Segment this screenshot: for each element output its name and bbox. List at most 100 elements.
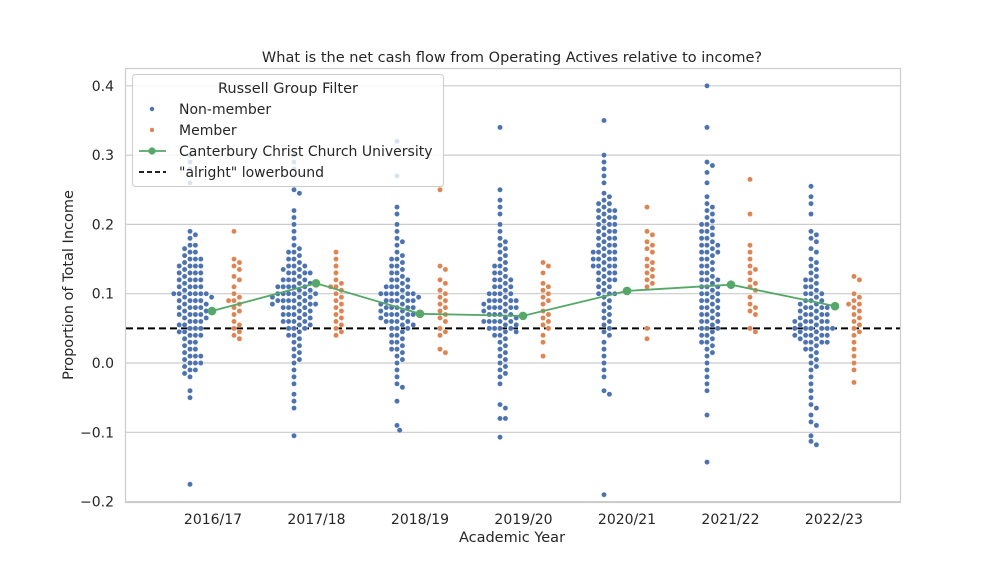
non-member-point [698, 325, 705, 332]
legend-non-member-label: Non-member [179, 102, 271, 118]
non-member-point [813, 315, 820, 321]
non-member-point [808, 325, 814, 332]
y-axis-ticks: −0.2 −0.1 0.0 0.1 0.2 0.3 0.4 [80, 79, 114, 511]
member-point [851, 318, 857, 325]
non-member-point [181, 315, 188, 321]
non-member-point [497, 297, 503, 304]
non-member-point [502, 266, 509, 273]
non-member-point [399, 266, 406, 273]
non-member-point [405, 290, 411, 297]
member-point [437, 186, 443, 193]
non-member-point [187, 353, 193, 359]
non-member-point [192, 353, 199, 359]
non-member-point [192, 332, 199, 339]
member-point [231, 325, 237, 332]
non-member-point [491, 270, 498, 276]
non-member-point [595, 207, 602, 214]
non-member-point [302, 311, 308, 318]
non-member-point [181, 301, 188, 307]
non-member-point [601, 238, 607, 245]
member-point [644, 256, 650, 262]
non-member-point [181, 308, 188, 314]
non-member-point [502, 363, 509, 370]
non-member-point [192, 277, 199, 283]
non-member-point [399, 335, 406, 342]
non-member-point [497, 401, 503, 408]
non-member-point [601, 218, 607, 224]
cccu-marker [518, 311, 528, 321]
non-member-point [285, 304, 292, 311]
member-point [851, 297, 857, 304]
non-member-point [813, 287, 820, 293]
non-member-point [502, 329, 509, 335]
non-member-point [198, 353, 204, 359]
non-member-point [296, 342, 303, 349]
non-member-point [486, 325, 492, 332]
member-point [236, 294, 243, 300]
non-member-point [802, 277, 809, 283]
non-member-point [307, 270, 313, 276]
member-point [333, 290, 339, 297]
non-member-point [491, 304, 498, 311]
non-member-point [497, 325, 503, 332]
non-member-point [715, 304, 721, 311]
non-member-point [709, 259, 716, 266]
y-axis-label: Proportion of Total Income [61, 190, 77, 380]
member-point [545, 284, 552, 290]
non-member-point [704, 318, 710, 325]
non-member-point [704, 367, 710, 373]
non-member-point [808, 339, 814, 345]
non-member-point [187, 263, 193, 269]
non-member-point [808, 200, 814, 207]
non-member-point [291, 391, 297, 397]
plot-frame [124, 67, 902, 504]
non-member-point [808, 367, 814, 373]
non-member-point [824, 311, 830, 318]
non-member-point [187, 297, 193, 304]
non-member-point [497, 124, 503, 131]
non-member-point [601, 225, 607, 231]
member-point [333, 256, 339, 262]
non-member-point [291, 332, 297, 339]
non-member-point [291, 214, 297, 221]
non-member-point [192, 263, 199, 269]
chart-title: What is the net cash flow from Operating… [262, 50, 762, 66]
member-point [644, 270, 650, 276]
non-member-point [291, 311, 297, 318]
non-member-point [176, 290, 182, 297]
non-member-point [280, 311, 286, 318]
non-member-point [399, 294, 406, 300]
non-member-point [394, 290, 400, 297]
member-point [644, 238, 650, 245]
non-member-point [481, 308, 487, 314]
member-point [747, 277, 753, 283]
non-member-point [405, 318, 411, 325]
non-member-point [181, 342, 188, 349]
non-member-point [601, 322, 607, 328]
non-member-point [808, 270, 814, 276]
non-member-point [198, 277, 204, 283]
non-member-point [399, 322, 406, 328]
non-member-point [181, 294, 188, 300]
non-member-point [497, 339, 503, 345]
member-point [333, 311, 339, 318]
non-member-point [378, 290, 384, 297]
non-member-point [595, 270, 602, 276]
non-member-point [291, 277, 297, 283]
non-member-point [187, 311, 193, 318]
non-member-point [797, 315, 803, 321]
non-member-point [590, 249, 596, 255]
non-member-point [497, 277, 503, 283]
member-point [545, 311, 552, 318]
non-member-point [296, 294, 303, 300]
member-point [856, 308, 863, 314]
non-member-point [508, 318, 514, 325]
non-member-point [399, 273, 406, 280]
non-member-point [601, 273, 607, 280]
non-member-point [797, 308, 803, 314]
non-member-point [291, 374, 297, 380]
non-member-point [187, 387, 193, 394]
non-member-point [612, 207, 618, 214]
non-member-point [808, 290, 814, 297]
non-member-point [394, 221, 400, 228]
